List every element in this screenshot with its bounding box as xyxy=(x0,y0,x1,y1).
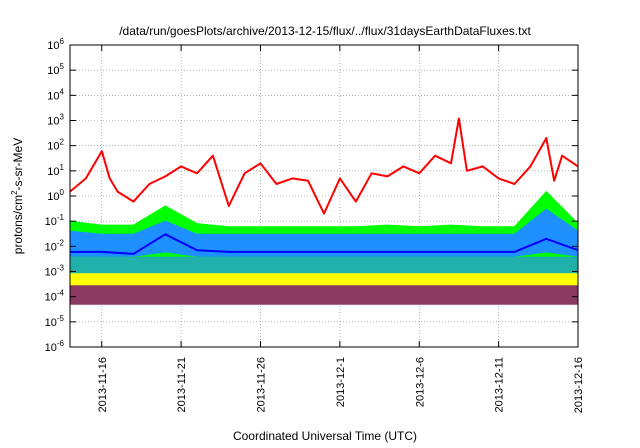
y-tick-label-exp: 4 xyxy=(60,87,65,96)
y-tick-label: 10-3 xyxy=(45,264,65,279)
y-tick-label: 10-4 xyxy=(45,289,65,304)
y-tick-label-base: 10 xyxy=(45,342,57,354)
series-band-1 xyxy=(69,272,579,286)
y-tick-label: 10-6 xyxy=(45,339,65,354)
y-tick-label-exp: -6 xyxy=(57,339,65,348)
y-tick-label-base: 10 xyxy=(45,292,57,304)
series-band-0 xyxy=(69,284,579,305)
y-tick-label-base: 10 xyxy=(47,65,59,77)
y-tick-label-exp: -4 xyxy=(57,289,65,298)
x-tick-label: 2013-12-16 xyxy=(573,357,585,413)
y-tick-label: 10-5 xyxy=(45,314,65,329)
y-tick-label-exp: -5 xyxy=(57,314,65,323)
y-tick-label-exp: 1 xyxy=(60,163,65,172)
series-layer xyxy=(69,117,579,305)
chart-title: /data/run/goesPlots/archive/2013-12-15/f… xyxy=(119,24,531,38)
x-tick-label: 2013-11-26 xyxy=(256,357,268,412)
y-tick-label: 101 xyxy=(47,163,64,178)
y-tick-label-exp: -1 xyxy=(57,213,65,222)
y-tick-label-base: 10 xyxy=(45,241,57,253)
y-tick-label-exp: 0 xyxy=(60,188,65,197)
x-axis: 2013-11-16 2013-11-21 2013-11-26 2013-12-1 2… xyxy=(97,45,585,413)
y-tick-label-base: 10 xyxy=(47,90,59,102)
y-tick-label-base: 10 xyxy=(47,166,59,178)
x-tick-label: 2013-12-11 xyxy=(494,357,506,412)
y-tick-label-base: 10 xyxy=(45,267,57,279)
y-tick-label: 10-2 xyxy=(45,238,65,253)
y-tick-label: 105 xyxy=(47,62,64,77)
x-tick-label: 2013-11-16 xyxy=(97,357,109,412)
y-tick-label: 102 xyxy=(47,138,64,153)
y-tick-label: 10-1 xyxy=(45,213,65,228)
y-tick-label-exp: 2 xyxy=(60,138,65,147)
y-tick-label: 106 xyxy=(47,37,64,52)
y-tick-label-exp: 3 xyxy=(60,113,65,122)
y-tick-label-base: 10 xyxy=(47,116,59,128)
x-tick-label: 2013-11-21 xyxy=(176,357,188,412)
y-tick-label-base: 10 xyxy=(47,40,59,52)
y-axis: 10-610-510-410-310-210-11001011021031041… xyxy=(45,37,578,354)
y-tick-label-exp: 5 xyxy=(60,62,65,71)
y-tick-label: 100 xyxy=(47,188,64,203)
series-line-5 xyxy=(70,233,579,255)
y-tick-label-base: 10 xyxy=(47,141,59,153)
y-tick-label-exp: -2 xyxy=(57,238,65,247)
y-tick-label-exp: -3 xyxy=(57,264,65,273)
y-tick-label: 103 xyxy=(47,113,64,128)
x-tick-label: 2013-12-1 xyxy=(335,357,347,407)
y-tick-label-exp: 6 xyxy=(60,37,65,46)
x-tick-label: 2013-12-6 xyxy=(414,357,426,407)
series-line-6 xyxy=(69,117,579,215)
x-axis-label: Coordinated Universal Time (UTC) xyxy=(233,429,417,443)
y-axis-label: protons/cm2-s-sr-MeV xyxy=(10,138,25,254)
y-tick-label-base: 10 xyxy=(45,216,57,228)
y-tick-label-base: 10 xyxy=(45,317,57,329)
y-tick-label-base: 10 xyxy=(47,191,59,203)
y-tick-label: 104 xyxy=(47,87,64,102)
